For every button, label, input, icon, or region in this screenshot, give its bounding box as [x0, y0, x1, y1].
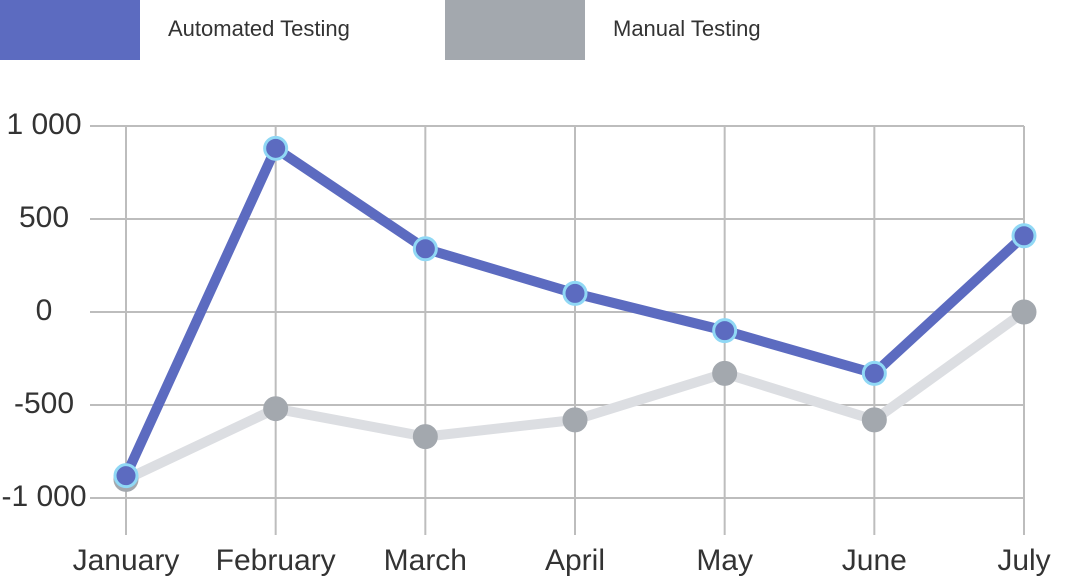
data-point — [861, 407, 887, 433]
data-point — [562, 407, 588, 433]
y-tick-label: 0 — [36, 294, 53, 327]
x-tick-label: January — [73, 544, 180, 577]
data-point — [412, 424, 438, 450]
legend-swatch — [0, 0, 140, 60]
y-tick-label: 500 — [19, 201, 69, 234]
data-point — [562, 280, 588, 306]
y-tick-label: -1 000 — [1, 480, 86, 513]
legend-label: Automated Testing — [168, 16, 350, 41]
y-tick-label: 1 000 — [6, 108, 81, 141]
data-point — [412, 236, 438, 262]
data-point — [861, 360, 887, 386]
data-point — [1011, 223, 1037, 249]
data-point — [263, 135, 289, 161]
data-point — [712, 318, 738, 344]
x-tick-label: April — [545, 544, 605, 577]
legend-swatch — [445, 0, 585, 60]
x-tick-label: July — [997, 544, 1050, 577]
data-point — [113, 463, 139, 489]
legend-label: Manual Testing — [613, 16, 761, 41]
x-tick-label: June — [842, 544, 907, 577]
data-point — [263, 396, 289, 422]
x-tick-label: February — [216, 544, 336, 577]
y-tick-label: -500 — [14, 387, 74, 420]
x-tick-label: May — [696, 544, 753, 577]
data-point — [1011, 299, 1037, 325]
x-tick-label: March — [384, 544, 467, 577]
data-point — [712, 360, 738, 386]
